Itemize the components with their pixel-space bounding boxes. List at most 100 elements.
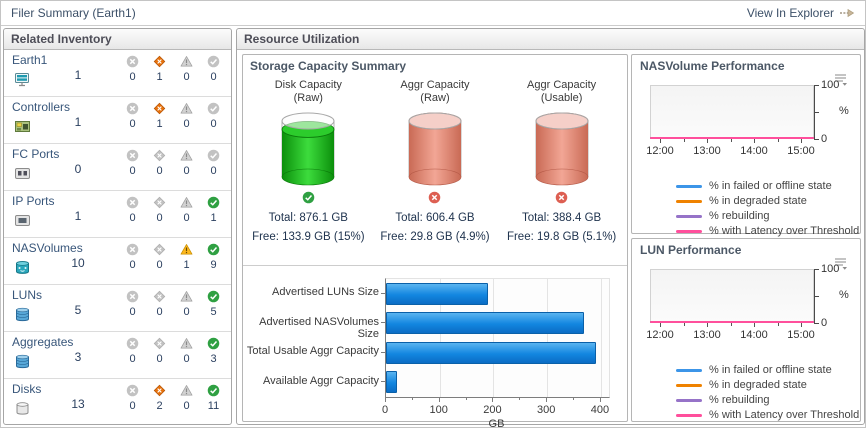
inventory-item-count: 1 bbox=[74, 209, 82, 223]
status-ok: 0 bbox=[200, 149, 227, 177]
axis-tick bbox=[381, 322, 385, 324]
warning-status-icon bbox=[173, 337, 200, 350]
ok-status-icon bbox=[200, 149, 227, 162]
status-summary: 0 0 0 1 bbox=[119, 196, 227, 224]
critical-status-icon bbox=[146, 102, 173, 115]
capacity-gauge-aggr-capacity-usable-: Aggr Capacity (Usable) Total: 388.4 GB Fre… bbox=[498, 77, 625, 243]
gauge-total: Total: 606.4 GB bbox=[395, 212, 475, 224]
status-ok: 1 bbox=[200, 196, 227, 224]
inventory-row-aggregates[interactable]: Aggregates 3 0 0 0 3 bbox=[4, 332, 231, 379]
axis-tick bbox=[465, 397, 467, 400]
status-count: 11 bbox=[207, 400, 220, 412]
axis-tick-label: 0 bbox=[381, 404, 389, 416]
status-ok: 5 bbox=[200, 290, 227, 318]
warning-status-icon bbox=[173, 55, 200, 68]
inventory-row-luns[interactable]: LUNs 5 0 0 0 5 bbox=[4, 285, 231, 332]
warning-status-icon bbox=[173, 149, 200, 162]
explorer-arrow-icon bbox=[840, 8, 855, 18]
legend-item--with-latency-over-threshold: % with Latency over Threshold bbox=[676, 224, 859, 238]
status-warning: 0 bbox=[173, 384, 200, 412]
warning-status-icon bbox=[173, 384, 200, 397]
axis-tick-label: 300 bbox=[537, 404, 556, 416]
axis-tick bbox=[801, 139, 802, 143]
status-count: 5 bbox=[210, 306, 217, 318]
legend-item--in-degraded-state: % in degraded state bbox=[676, 378, 807, 392]
ip-port-icon bbox=[14, 212, 32, 230]
chart-menu-icon[interactable] bbox=[833, 257, 848, 270]
status-error: 0 bbox=[119, 55, 146, 83]
legend-swatch bbox=[676, 229, 702, 233]
inventory-row-fc-ports[interactable]: FC Ports 0 0 0 0 0 bbox=[4, 144, 231, 191]
axis-tick bbox=[815, 296, 819, 297]
status-count: 1 bbox=[183, 259, 190, 271]
y-axis bbox=[814, 85, 815, 140]
status-ok: 11 bbox=[200, 384, 227, 412]
axis-tick bbox=[754, 323, 755, 327]
view-in-explorer-link[interactable]: View In Explorer bbox=[747, 6, 855, 20]
status-summary: 0 0 0 3 bbox=[119, 337, 227, 365]
status-count: 0 bbox=[156, 212, 163, 224]
critical-status-icon bbox=[146, 243, 173, 256]
nasvolume-performance-box: NASVolume Performance 100 0% 12:00 13:00 14:… bbox=[631, 54, 861, 237]
y-min-label: 0 bbox=[821, 133, 828, 145]
legend-label: % in degraded state bbox=[709, 195, 807, 207]
legend-swatch bbox=[676, 383, 702, 387]
status-critical: 0 bbox=[146, 149, 173, 177]
axis-tick bbox=[777, 323, 779, 326]
inventory-row-nasvolumes[interactable]: NASVolumes 10 0 0 1 9 bbox=[4, 238, 231, 285]
legend-item--in-failed-or-offline-state: % in failed or offline state bbox=[676, 363, 832, 377]
inventory-row-disks[interactable]: Disks 13 0 2 0 11 bbox=[4, 379, 231, 426]
gridline bbox=[493, 279, 495, 397]
status-warning: 0 bbox=[173, 55, 200, 83]
time-tick-label: 12:00 bbox=[646, 329, 674, 341]
status-summary: 0 1 0 0 bbox=[119, 102, 227, 130]
legend-label: % in failed or offline state bbox=[709, 180, 832, 192]
legend-label: % with Latency over Threshold bbox=[709, 225, 860, 237]
inventory-row-earth1[interactable]: Earth1 1 0 1 0 0 bbox=[4, 50, 231, 97]
axis-tick-label: 400 bbox=[590, 404, 610, 416]
nasvolume-icon bbox=[14, 259, 32, 277]
inventory-row-ip-ports[interactable]: IP Ports 1 0 0 0 1 bbox=[4, 191, 231, 238]
status-count: 3 bbox=[210, 353, 217, 365]
controller-icon bbox=[14, 118, 32, 136]
ok-status-icon bbox=[200, 196, 227, 209]
error-status-icon bbox=[119, 243, 146, 256]
status-count: 1 bbox=[156, 118, 163, 130]
axis-tick bbox=[815, 269, 819, 270]
gauge-free: Free: 19.8 GB (5.1%) bbox=[506, 231, 617, 243]
axis-tick bbox=[519, 397, 521, 400]
legend-label: % with Latency over Threshold bbox=[709, 409, 860, 421]
storage-capacity-bar-chart: Advertised LUNs Size Advertised NASVolume… bbox=[243, 265, 627, 427]
status-error: 0 bbox=[119, 196, 146, 224]
x-axis-label: GB bbox=[488, 418, 505, 428]
error-status-icon bbox=[119, 337, 146, 350]
capacity-cylinder bbox=[245, 111, 372, 190]
time-tick-label: 13:00 bbox=[693, 329, 721, 341]
series-line--with-latency-over-threshold bbox=[650, 321, 814, 323]
critical-status-icon bbox=[146, 384, 173, 397]
axis-tick bbox=[707, 139, 708, 143]
inventory-item-count: 1 bbox=[74, 68, 82, 82]
ok-status-icon bbox=[200, 102, 227, 115]
inventory-list: Earth1 1 0 1 0 0 Controllers 1 0 1 0 0 FC Ports 0 0 0 0 0… bbox=[4, 50, 231, 424]
disk-icon bbox=[14, 400, 32, 418]
gauge-free: Free: 133.9 GB (15%) bbox=[252, 231, 365, 243]
gridline bbox=[547, 279, 549, 397]
status-warning: 0 bbox=[173, 290, 200, 318]
inventory-item-count: 13 bbox=[71, 397, 85, 411]
critical-status-icon bbox=[146, 149, 173, 162]
chart-menu-icon[interactable] bbox=[833, 73, 848, 86]
page-title: Filer Summary (Earth1) bbox=[11, 6, 136, 20]
performance-plot-area bbox=[650, 85, 814, 139]
status-critical: 1 bbox=[146, 55, 173, 83]
status-warning: 0 bbox=[173, 337, 200, 365]
status-count: 0 bbox=[156, 353, 163, 365]
resource-utilization-panel: Resource Utilization Storage Capacity Su… bbox=[236, 28, 865, 427]
inventory-row-controllers[interactable]: Controllers 1 0 1 0 0 bbox=[4, 97, 231, 144]
status-ok: 3 bbox=[200, 337, 227, 365]
capacity-gauge-disk-capacity-raw-: Disk Capacity (Raw) Total: 876.1 GB Free: … bbox=[245, 77, 372, 243]
axis-tick bbox=[599, 397, 601, 402]
axis-tick bbox=[777, 139, 779, 142]
time-tick-label: 13:00 bbox=[693, 145, 721, 157]
